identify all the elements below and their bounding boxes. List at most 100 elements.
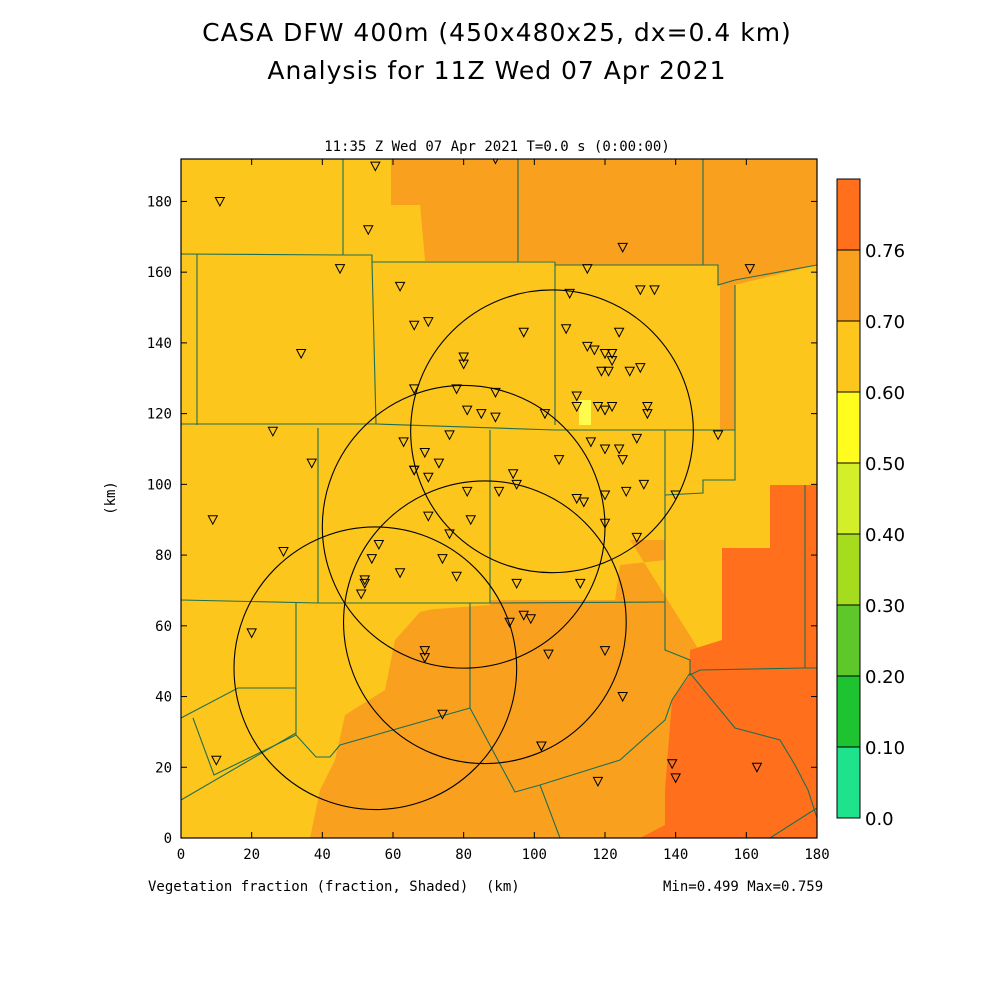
station-marker bbox=[649, 285, 660, 296]
x-tick-label: 120 bbox=[592, 847, 617, 863]
station-marker bbox=[359, 578, 371, 589]
y-tick-label: 60 bbox=[155, 619, 172, 635]
colorbar-swatch bbox=[837, 463, 860, 534]
station-marker bbox=[606, 356, 618, 367]
observation-stations bbox=[207, 159, 763, 787]
station-marker bbox=[419, 448, 431, 459]
station-marker bbox=[295, 349, 307, 360]
station-marker bbox=[571, 402, 583, 413]
station-marker bbox=[525, 614, 537, 625]
station-marker bbox=[451, 571, 462, 582]
station-marker bbox=[631, 532, 643, 543]
y-tick-label: 40 bbox=[155, 690, 172, 706]
station-marker bbox=[306, 458, 318, 469]
colorbar-label: 0.10 bbox=[865, 738, 905, 759]
station-marker bbox=[712, 430, 724, 441]
colorbar-swatch bbox=[837, 321, 860, 392]
station-marker bbox=[461, 405, 473, 416]
station-marker bbox=[751, 762, 763, 773]
colorbar-label: 0.20 bbox=[865, 667, 905, 688]
y-tick-label: 0 bbox=[164, 831, 172, 847]
station-marker bbox=[582, 341, 593, 353]
station-marker bbox=[511, 578, 522, 589]
station-marker bbox=[362, 225, 374, 236]
station-marker bbox=[451, 384, 462, 395]
station-marker bbox=[211, 755, 222, 766]
colorbar-frame bbox=[836, 178, 861, 819]
colorbar-label: 0.0 bbox=[865, 809, 894, 830]
station-marker bbox=[578, 497, 590, 508]
colorbar-swatch bbox=[837, 534, 860, 605]
radar-ring-3 bbox=[342, 480, 627, 765]
station-marker bbox=[592, 402, 604, 413]
station-marker bbox=[465, 515, 477, 526]
station-marker bbox=[507, 469, 519, 480]
station-marker bbox=[214, 196, 226, 208]
station-marker bbox=[398, 437, 409, 448]
y-tick-label: 160 bbox=[147, 265, 172, 281]
station-marker bbox=[207, 515, 219, 526]
station-marker bbox=[599, 444, 611, 455]
station-marker bbox=[490, 412, 501, 423]
station-marker bbox=[490, 387, 501, 398]
station-marker bbox=[589, 345, 600, 356]
y-tick-label: 100 bbox=[147, 477, 172, 493]
station-marker bbox=[603, 366, 614, 377]
colorbar-swatch bbox=[837, 747, 860, 818]
station-marker bbox=[423, 511, 434, 522]
station-marker bbox=[574, 578, 586, 589]
station-marker bbox=[355, 589, 367, 600]
station-marker bbox=[620, 486, 632, 497]
station-marker bbox=[458, 359, 469, 370]
field-region-0.70-plus bbox=[640, 485, 817, 838]
station-marker bbox=[543, 649, 554, 660]
station-marker bbox=[476, 409, 487, 420]
station-marker bbox=[334, 264, 346, 275]
colorbar-label: 0.70 bbox=[865, 312, 905, 333]
station-marker bbox=[493, 486, 505, 497]
station-marker bbox=[606, 349, 618, 360]
station-marker bbox=[437, 709, 448, 720]
station-marker bbox=[419, 646, 431, 657]
colorbar-swatch bbox=[837, 179, 860, 250]
x-tick-label: 140 bbox=[663, 847, 688, 863]
colorbar-label: 0.50 bbox=[865, 454, 905, 475]
station-marker bbox=[394, 568, 406, 579]
y-tick-label: 20 bbox=[155, 760, 172, 776]
y-tick-label: 140 bbox=[147, 336, 172, 352]
station-marker bbox=[631, 433, 643, 444]
x-tick-label: 160 bbox=[734, 847, 759, 863]
station-marker bbox=[560, 324, 572, 335]
radar-range-rings bbox=[233, 289, 694, 811]
colorbar-swatch bbox=[837, 605, 860, 676]
field-region-0.60-0.70-north bbox=[391, 159, 817, 265]
colorbar-swatch bbox=[837, 250, 860, 321]
station-marker bbox=[599, 518, 611, 529]
station-marker bbox=[624, 366, 636, 377]
x-tick-label: 0 bbox=[177, 847, 185, 863]
station-marker bbox=[518, 327, 530, 338]
x-tick-label: 100 bbox=[522, 847, 547, 863]
colorbar-label: 0.30 bbox=[865, 596, 905, 617]
station-marker bbox=[617, 242, 628, 253]
x-tick-label: 20 bbox=[243, 847, 260, 863]
plot-frame bbox=[180, 158, 818, 839]
station-marker bbox=[408, 465, 420, 476]
colorbar-swatch bbox=[837, 392, 860, 463]
station-marker bbox=[599, 490, 611, 501]
county-borders bbox=[181, 159, 817, 838]
station-marker bbox=[373, 539, 385, 551]
colorbar-label: 0.60 bbox=[865, 383, 905, 404]
station-marker bbox=[437, 554, 448, 565]
station-marker bbox=[444, 430, 455, 441]
station-marker bbox=[511, 479, 522, 490]
colorbar: 0.0 0.10 0.20 0.30 0.40 0.50 0.60 0.70 0.76 bbox=[836, 178, 905, 830]
station-marker bbox=[670, 773, 681, 784]
y-tick-label: 120 bbox=[147, 407, 172, 423]
station-marker bbox=[592, 776, 604, 787]
axis-ticks: 0 20 40 60 80 100 120 140 160 180 0 20 40 60 80 100 120 1… bbox=[147, 159, 830, 863]
station-marker bbox=[613, 327, 625, 338]
station-marker bbox=[408, 384, 420, 395]
station-marker bbox=[599, 405, 611, 416]
